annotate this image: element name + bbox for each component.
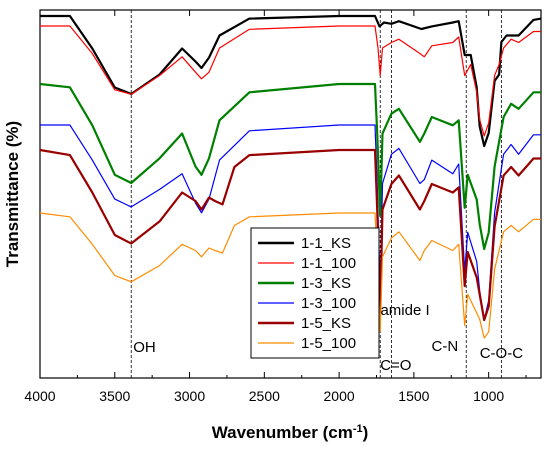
y-axis-title: Transmittance (%) [3,121,22,267]
x-tick-label-1500: 1500 [398,388,429,404]
legend-box [250,227,380,359]
x-tick-label-2500: 2500 [249,388,280,404]
annotation-oh: OH [133,339,156,356]
series-line-1-3_KS [39,82,541,251]
x-tick-label-2000: 2000 [324,388,355,404]
legend-label-1-3_KS: 1-3_KS [301,275,351,292]
annotation-c-n: C-N [432,338,459,355]
annotations: OH C=O amide I C-N C-O-C [133,302,523,374]
x-axis-ticks: 4000 3500 3000 2500 2000 1500 1000 [24,10,527,404]
legend-label-1-5_100: 1-5_100 [301,335,356,352]
x-tick-label-3500: 3500 [99,388,130,404]
series-line-1-5_KS [39,148,541,322]
legend-label-1-5_KS: 1-5_KS [301,315,351,332]
series-line-1-1_KS [40,14,542,148]
series-line-1-5_100 [39,212,541,339]
series-line-1-3_100 [40,124,541,321]
legend: 1-1_KS 1-1_100 1-3_KS 1-3_100 1-5_KS 1-5_100 [250,227,380,359]
legend-label-1-3_100: 1-3_100 [301,295,356,312]
legend-label-1-1_100: 1-1_100 [301,255,356,272]
series-line-1-1_100 [40,25,541,137]
legend-label-1-1_KS: 1-1_KS [301,235,351,252]
annotation-amide-i: amide I [380,302,429,319]
annotation-c-o: C=O [380,357,411,374]
annotation-c-o-c: C-O-C [480,345,523,362]
series-lines [39,14,542,339]
x-tick-label-4000: 4000 [24,388,55,404]
x-axis-title: Wavenumber (cm-1) [212,423,369,442]
x-tick-label-3000: 3000 [174,388,205,404]
x-tick-label-1000: 1000 [473,388,504,404]
